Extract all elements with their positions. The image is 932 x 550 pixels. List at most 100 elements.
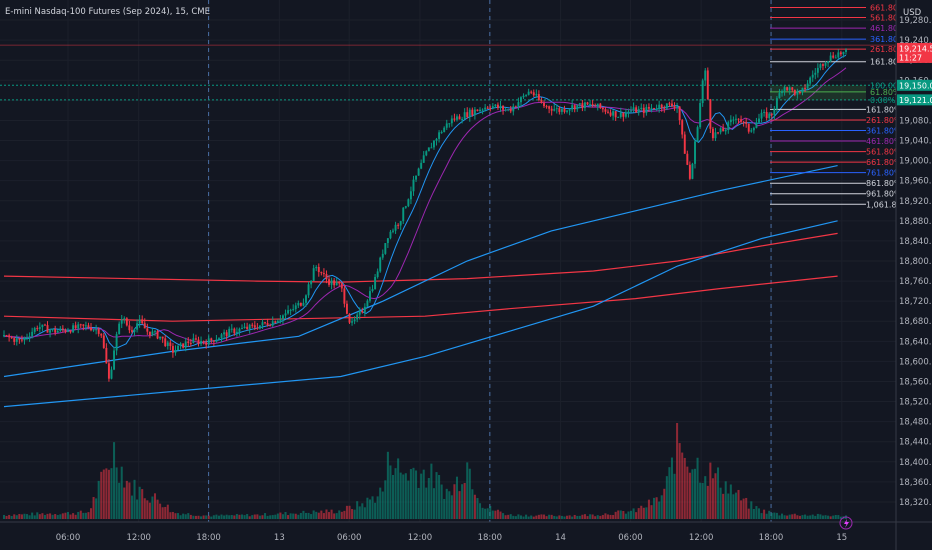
volume-bar xyxy=(519,515,522,519)
candle-body xyxy=(171,346,174,353)
volume-bar xyxy=(36,512,39,519)
candle-body xyxy=(706,70,709,100)
lightning-icon[interactable] xyxy=(839,516,853,530)
volume-bar xyxy=(279,512,282,519)
fib-level-label: 561.80% xyxy=(870,14,906,23)
candle-body xyxy=(527,91,530,95)
x-tick-label: 18:00 xyxy=(478,533,503,543)
candle-body xyxy=(417,168,420,176)
candle-body xyxy=(665,103,668,109)
candle-body xyxy=(13,338,16,342)
volume-bar xyxy=(798,515,801,519)
moving-average-line xyxy=(3,275,838,322)
candle-body xyxy=(38,327,41,329)
volume-bar xyxy=(793,513,796,519)
candle-body xyxy=(315,266,318,269)
volume-bar xyxy=(693,468,697,519)
volume-bar xyxy=(788,514,791,519)
volume-bar xyxy=(801,515,804,519)
volume-bar xyxy=(425,487,428,519)
volume-bar xyxy=(461,484,464,519)
volume-bar xyxy=(770,512,773,519)
fib-level-label: 561.80% xyxy=(866,148,902,157)
y-tick-label: 19,000.00 xyxy=(899,157,932,167)
candle-body xyxy=(640,107,643,109)
candle-body xyxy=(18,338,21,340)
volume-bar xyxy=(491,510,494,519)
volume-bar xyxy=(179,515,182,519)
candle-body xyxy=(509,109,512,112)
volume-bar xyxy=(455,476,459,519)
candle-body xyxy=(673,106,676,109)
candle-body xyxy=(120,319,123,324)
x-tick-label: 12:00 xyxy=(408,533,433,543)
volume-bar xyxy=(499,511,502,519)
y-tick-label: 18,760.00 xyxy=(899,277,932,287)
volume-bar xyxy=(624,513,627,519)
volume-bar xyxy=(151,496,154,519)
volume-bar xyxy=(619,510,622,519)
candle-body xyxy=(376,271,379,278)
volume-bar xyxy=(484,508,487,519)
volume-bar xyxy=(105,468,108,519)
candle-body xyxy=(279,319,282,321)
candle-body xyxy=(128,325,131,331)
x-tick-label: 18:00 xyxy=(759,533,784,543)
candle-body xyxy=(842,51,845,55)
volume-bar xyxy=(38,514,41,519)
volume-bar xyxy=(92,497,95,519)
volume-bar xyxy=(246,514,249,519)
volume-bar xyxy=(338,510,341,519)
candle-body xyxy=(399,221,402,226)
candle-body xyxy=(409,191,412,200)
volume-bar xyxy=(107,469,110,519)
volume-bar xyxy=(82,512,85,519)
volume-bar xyxy=(220,514,223,519)
volume-bar xyxy=(724,481,727,519)
candle-body xyxy=(647,107,650,109)
volume-bar xyxy=(773,512,776,519)
candle-body xyxy=(798,91,801,93)
fib-level-label: 961.80% xyxy=(866,190,902,199)
candle-body xyxy=(637,108,640,113)
volume-bar xyxy=(729,484,732,519)
candle-body xyxy=(709,99,712,129)
candle-body xyxy=(660,104,663,108)
volume-bar xyxy=(688,472,691,519)
volume-bar xyxy=(647,499,650,519)
volume-bar xyxy=(481,507,484,519)
candle-body xyxy=(325,274,328,280)
candle-body xyxy=(422,155,425,163)
candle-body xyxy=(775,98,778,110)
candle-body xyxy=(274,321,277,323)
candle-body xyxy=(732,119,735,121)
volume-bar xyxy=(445,488,448,519)
volume-bar xyxy=(374,502,377,519)
candle-body xyxy=(737,118,740,120)
volume-bar xyxy=(627,511,630,519)
volume-bar xyxy=(284,511,287,519)
candle-body xyxy=(791,87,794,90)
candle-body xyxy=(192,338,195,343)
volume-bar xyxy=(596,515,599,519)
candle-body xyxy=(105,347,108,364)
volume-bar xyxy=(550,514,553,519)
candle-body xyxy=(230,328,233,330)
volume-bar xyxy=(202,515,205,519)
volume-bar xyxy=(164,506,167,519)
candle-body xyxy=(379,257,382,272)
volume-bar xyxy=(711,478,714,519)
candle-body xyxy=(143,323,146,329)
candle-body xyxy=(699,103,702,128)
fib-level-label: 100.00% xyxy=(870,81,906,90)
volume-bar xyxy=(734,492,737,519)
fibonacci-levels: 661.80%561.80%461.80%361.80%261.80%161.8… xyxy=(0,3,910,209)
candle-body xyxy=(269,325,272,327)
price-badge-sub: 11:27 xyxy=(899,53,922,62)
volume-bar xyxy=(217,515,220,519)
volume-bar xyxy=(509,514,512,519)
candle-body xyxy=(668,103,671,105)
volume-bar xyxy=(87,512,90,519)
volume-bar xyxy=(545,516,548,519)
